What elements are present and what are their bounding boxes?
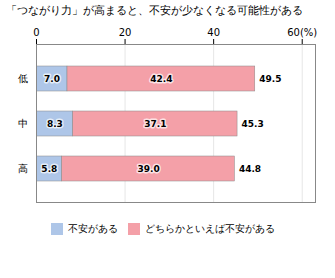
svg-text:高: 高 [18,163,28,174]
svg-text:0: 0 [33,27,39,38]
svg-text:低: 低 [18,73,28,84]
svg-text:42.4: 42.4 [150,74,172,84]
svg-text:5.8: 5.8 [41,164,57,174]
svg-text:45.3: 45.3 [242,119,264,129]
svg-text:8.3: 8.3 [47,119,63,129]
svg-text:20: 20 [119,27,132,38]
svg-text:37.1: 37.1 [144,119,166,129]
svg-text:49.5: 49.5 [259,74,281,84]
svg-text:中: 中 [18,118,28,129]
svg-text:7.0: 7.0 [44,74,60,84]
svg-text:40: 40 [207,27,220,38]
svg-text:44.8: 44.8 [239,164,261,174]
svg-text:60(%): 60(%) [287,27,317,38]
html-text:不安がある: 不安がある [67,222,118,234]
svg-text:39.0: 39.0 [137,164,159,174]
html-text:どちらかといえば不安がある: どちらかといえば不安がある [144,222,275,234]
html-text:「つながり力」が高まると、不安が少なくなる可能性がある: 「つながり力」が高まると、不安が少なくなる可能性がある [6,4,303,17]
